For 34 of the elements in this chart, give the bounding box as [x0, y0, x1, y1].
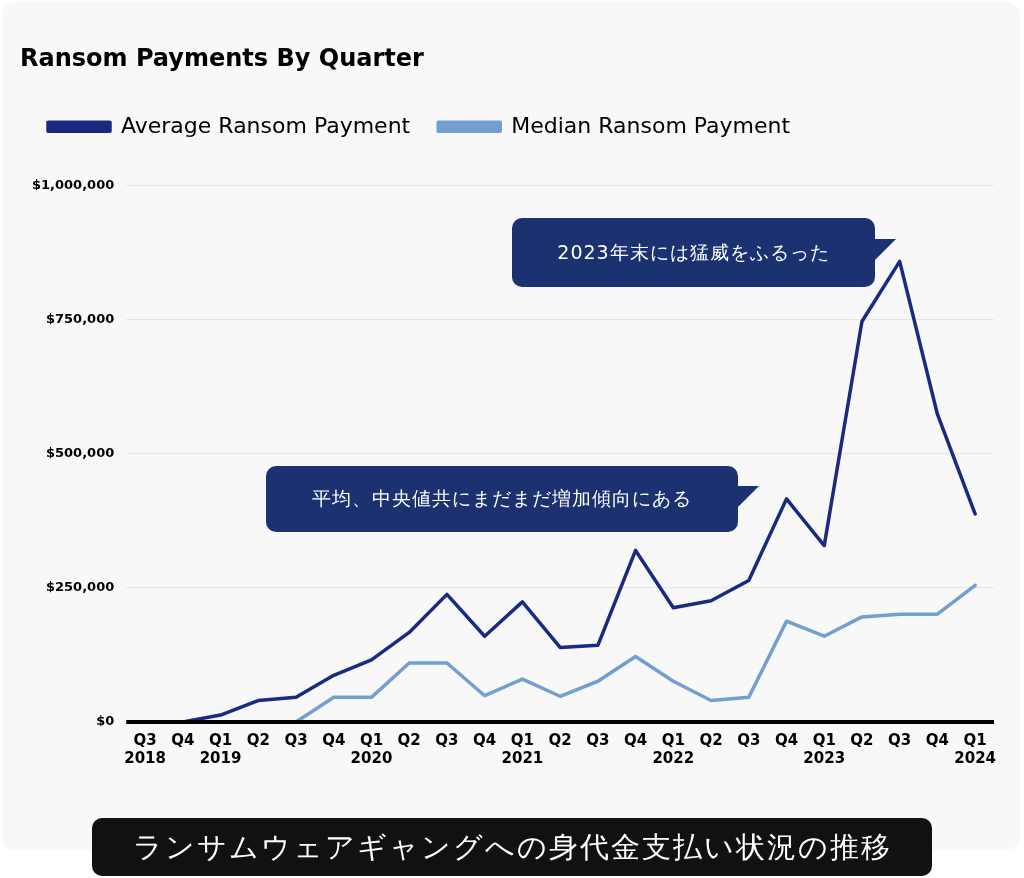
legend-label: Average Ransom Payment: [121, 112, 411, 138]
x-tick-label: Q1 2023: [803, 730, 846, 767]
x-tick-label: Q1 2021: [501, 730, 544, 767]
y-tick-label: $500,000: [45, 445, 115, 461]
legend-label: Median Ransom Payment: [511, 112, 791, 138]
y-tick-label: $750,000: [45, 311, 115, 327]
speech-callout: 2023年末には猛威をふるった: [512, 218, 897, 287]
x-tick-label: Q3: [284, 730, 308, 749]
x-tick-label: Q3: [586, 730, 610, 749]
x-tick-label: Q2: [246, 730, 270, 749]
y-tick-label: $0: [96, 713, 115, 729]
y-tick-label: $250,000: [45, 579, 115, 595]
y-tick-label: $1,000,000: [31, 177, 115, 193]
x-tick-label: Q4: [774, 730, 799, 749]
x-tick-label: Q4: [473, 730, 497, 749]
x-tick-label: Q2: [850, 730, 874, 749]
x-tick-label: Q4: [925, 730, 950, 749]
x-tick-label: Q2: [699, 730, 723, 749]
x-tick-label: Q3: [435, 730, 459, 749]
x-tick-label: Q1 2020: [350, 730, 393, 767]
x-tick-label: Q3: [888, 730, 912, 749]
x-tick-label: Q3 2018: [124, 730, 166, 767]
x-tick-label: Q1 2019: [199, 730, 242, 767]
x-tick-label: Q2: [548, 730, 572, 749]
x-tick-label: Q4: [171, 730, 195, 749]
x-tick-label: Q2: [397, 730, 421, 749]
speech-callout: 平均、中央値共にまだまだ増加傾向にある: [266, 466, 760, 532]
x-tick-label: Q4: [623, 730, 648, 749]
chart-title: Ransom Payments By Quarter: [20, 43, 424, 72]
x-tick-label: Q1 2024: [954, 730, 997, 767]
x-tick-label: Q4: [322, 730, 346, 749]
x-tick-label: Q3: [737, 730, 761, 749]
text: ランサムウェアギャングへの身代金支払い状況の推移: [92, 818, 932, 876]
x-tick-label: Q1 2022: [652, 730, 695, 767]
